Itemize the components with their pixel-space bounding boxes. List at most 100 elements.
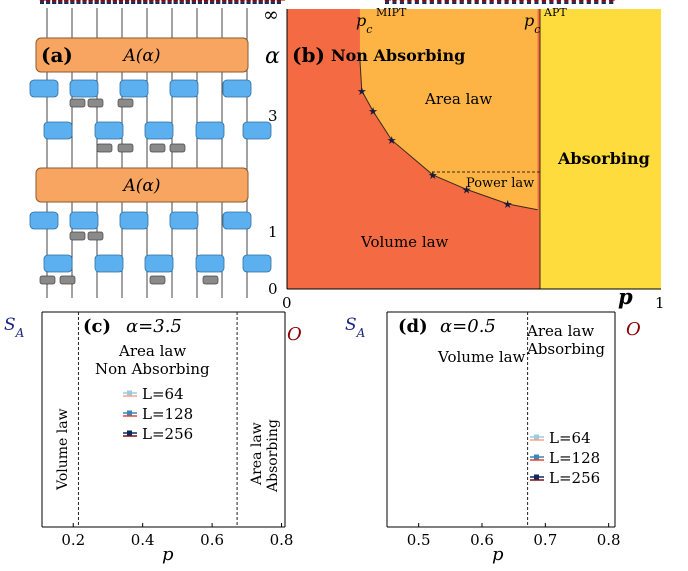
d-o-l256-point <box>452 0 457 3</box>
y-tick-1: 1 <box>268 223 278 241</box>
measurement <box>69 231 86 241</box>
panel-b-phase-diagram: ★★★★★★ (b) Non Absorbing Area law Power … <box>263 4 665 312</box>
two-qubit-gate <box>169 211 199 230</box>
c-o-l256-point <box>270 0 276 3</box>
panel-b-label: (b) <box>292 43 325 67</box>
two-qubit-gate <box>43 254 73 273</box>
panel-d-area-law-label: Area law <box>526 322 594 340</box>
two-qubit-gate <box>119 79 149 98</box>
y-left-tick-label: 0 <box>27 0 37 4</box>
non-absorbing-label: Non Absorbing <box>331 46 465 65</box>
y-right-tick-label: 0.75 <box>289 0 322 4</box>
measurement <box>69 98 86 108</box>
d-o-l256-point <box>541 0 547 3</box>
two-qubit-gate <box>169 79 199 98</box>
y-left-tick-label: 30 <box>363 0 382 4</box>
c-o-l256-point <box>82 0 87 3</box>
panel-c-area-law-abs-label: Area law <box>249 422 265 486</box>
legend-marker-s <box>127 430 132 436</box>
two-qubit-gate <box>242 121 272 140</box>
measurement <box>202 275 219 285</box>
legend-label: L=256 <box>549 469 600 487</box>
area-law-label: Area law <box>424 90 492 108</box>
two-qubit-gate <box>69 211 99 230</box>
d-o-l256-point <box>526 0 532 3</box>
two-qubit-gate <box>195 121 225 140</box>
a-alpha-block <box>35 167 249 203</box>
legend-marker-s <box>534 474 539 480</box>
legend-label: L=256 <box>142 425 193 443</box>
panel-c-area-law-label: Area law <box>118 342 186 360</box>
boundary-point: ★ <box>428 169 438 182</box>
two-qubit-gate <box>94 121 124 140</box>
c-o-l256-point <box>252 0 257 3</box>
measurement <box>149 275 166 285</box>
power-law-label: Power law <box>466 176 534 191</box>
two-qubit-gate <box>144 254 174 273</box>
boundary-point: ★ <box>368 105 378 118</box>
a-alpha-block <box>35 37 249 73</box>
y-right-tick-label: 0.25 <box>619 0 652 4</box>
d-o-l256-point <box>534 0 539 3</box>
y-tick-3: 3 <box>268 107 278 125</box>
c-o-l256-point <box>64 0 69 3</box>
panel-c-p-label: p <box>162 544 174 565</box>
panel-d-o-label: O <box>626 319 641 340</box>
c-o-l256-point <box>39 0 45 3</box>
x-tick-label: 0.8 <box>597 531 621 549</box>
measurement <box>39 275 56 285</box>
x-tick-1: 1 <box>655 294 665 312</box>
y-left-tick-label: 0 <box>372 0 382 4</box>
d-o-l256-point <box>519 0 524 3</box>
c-o-l256-point <box>258 0 263 3</box>
c-o-l256-point <box>58 0 63 3</box>
measurement <box>117 98 134 108</box>
d-o-l256-point <box>407 0 412 3</box>
c-o-l256-point <box>167 0 172 3</box>
c-o-l256-point <box>155 0 160 3</box>
c-o-l256-point <box>185 0 190 3</box>
d-o-l256-point <box>571 0 577 3</box>
c-o-l256-point <box>191 0 197 3</box>
a-alpha-label: A(α) <box>121 46 160 66</box>
p-apt-superscript: APT <box>543 6 567 19</box>
c-o-l256-point <box>179 0 184 3</box>
measurement <box>96 143 113 153</box>
absorbing-label: Absorbing <box>557 149 650 168</box>
measurement <box>117 143 134 153</box>
measurement <box>59 275 76 285</box>
legend-label: L=64 <box>549 429 591 447</box>
d-o-l256-point <box>444 0 449 3</box>
d-o-l256-point <box>594 0 599 3</box>
measurement <box>87 231 104 241</box>
a-alpha-label: A(α) <box>121 176 160 196</box>
measurement <box>149 143 166 153</box>
panel-c-plot-area <box>39 0 282 527</box>
panel-c-sa-label: SA <box>4 315 25 340</box>
panel-d-plot-area <box>385 0 614 527</box>
panel-d-absorbing-label: Absorbing <box>526 340 605 358</box>
p-axis-label: p <box>618 284 633 309</box>
d-o-l256-point <box>384 0 390 3</box>
c-o-l256-point <box>45 0 51 3</box>
panel-a-label: (a) <box>41 43 73 67</box>
d-o-l256-point <box>399 0 405 3</box>
panel-c-volume-law-label: Volume law <box>55 408 71 491</box>
panel-d-p-label: p <box>492 544 504 565</box>
two-qubit-gate <box>43 121 73 140</box>
c-o-l256-point <box>106 0 112 3</box>
d-o-l256-point <box>549 0 554 3</box>
c-o-l256-point <box>51 0 57 3</box>
legend-marker-s <box>534 434 539 440</box>
panel-c-absorbing-label: Absorbing <box>265 419 281 493</box>
boundary-point: ★ <box>503 198 513 211</box>
panel-c-o-label: O <box>287 324 302 345</box>
measurement <box>87 98 104 108</box>
y-left-tick-label: 40 <box>363 0 382 4</box>
x-tick-label: 0.7 <box>533 531 557 549</box>
d-o-l256-point <box>414 0 420 3</box>
panel-c-legend: L=64 L=128 L=256 <box>123 385 193 443</box>
panel-d-label: (d) <box>398 316 428 337</box>
x-tick-0: 0 <box>282 294 292 312</box>
d-o-l256-point <box>489 0 494 3</box>
